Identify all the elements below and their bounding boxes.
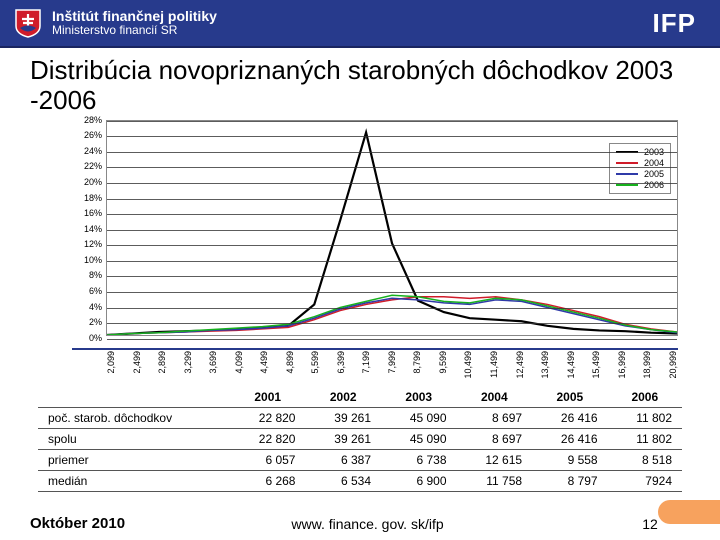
x-axis-labels: 2,099 2,499 2,899 3,299 3,699 4,099 4,499 4,899… (106, 351, 678, 381)
table-col-header: 2005 (532, 387, 608, 408)
header-ministry: Ministerstvo financií SR (52, 24, 217, 38)
x-tick: 4,499 (259, 351, 269, 374)
y-tick: 8% (72, 270, 102, 280)
x-tick: 13,499 (540, 351, 550, 379)
x-tick: 11,499 (489, 351, 499, 378)
x-tick: 7,999 (387, 351, 397, 374)
x-tick: 9,599 (438, 351, 448, 374)
legend-item: 2005 (616, 169, 664, 179)
page-title: Distribúcia novopriznaných starobných dô… (0, 48, 720, 120)
x-tick: 20,999 (668, 351, 678, 379)
table-col-header: 2001 (230, 387, 306, 408)
plot-area: 2003200420052006 (106, 120, 678, 336)
table-col-header: 2004 (457, 387, 533, 408)
x-tick: 4,099 (234, 351, 244, 374)
x-tick: 18,999 (642, 351, 652, 379)
y-tick: 6% (72, 286, 102, 296)
table-row: medián6 2686 5346 90011 7588 7977924 (38, 470, 682, 491)
x-tick: 2,499 (132, 351, 142, 374)
distribution-chart: 2003200420052006 28%26%24%22%20%18%16%14… (72, 120, 678, 350)
y-tick: 24% (72, 146, 102, 156)
table-row: poč. starob. dôchodkov22 82039 26145 090… (38, 407, 682, 428)
footer: Október 2010 www. finance. gov. sk/ifp 1… (0, 515, 720, 532)
y-tick: 20% (72, 177, 102, 187)
y-tick: 18% (72, 193, 102, 203)
legend-item: 2004 (616, 158, 664, 168)
ifp-logo: IFP (653, 8, 696, 39)
header-text: Inštitút finančnej politiky Ministerstvo… (52, 8, 217, 38)
x-tick: 2,099 (106, 351, 116, 374)
table-row: spolu22 82039 26145 0908 69726 41611 802 (38, 428, 682, 449)
x-tick: 12,499 (515, 351, 525, 379)
y-tick: 16% (72, 208, 102, 218)
y-tick: 4% (72, 302, 102, 312)
x-tick: 16,999 (617, 351, 627, 379)
header-institute: Inštitút finančnej politiky (52, 8, 217, 24)
x-tick: 10,499 (463, 351, 473, 379)
y-tick: 22% (72, 161, 102, 171)
x-tick: 7,199 (361, 351, 371, 374)
y-tick: 10% (72, 255, 102, 265)
table-header-row: 200120022003200420052006 (38, 387, 682, 408)
footer-date: Október 2010 (30, 515, 125, 532)
x-tick: 3,699 (208, 351, 218, 374)
data-table: 200120022003200420052006 poč. starob. dô… (38, 387, 682, 492)
x-tick: 15,499 (591, 351, 601, 379)
x-tick: 4,899 (285, 351, 295, 374)
y-tick: 28% (72, 115, 102, 125)
legend-item: 2006 (616, 180, 664, 190)
x-tick: 2,899 (157, 351, 167, 374)
x-tick: 6,399 (336, 351, 346, 374)
table-col-header: 2003 (381, 387, 457, 408)
table-col-header: 2002 (305, 387, 381, 408)
table-row: priemer6 0576 3876 73812 6159 5588 518 (38, 449, 682, 470)
y-tick: 26% (72, 130, 102, 140)
x-tick: 14,499 (566, 351, 576, 379)
y-tick: 2% (72, 317, 102, 327)
slovak-emblem-icon (14, 8, 42, 38)
y-tick: 0% (72, 333, 102, 343)
x-tick: 8,799 (412, 351, 422, 374)
corner-bubble (658, 500, 720, 524)
x-tick: 3,299 (183, 351, 193, 374)
y-tick: 14% (72, 224, 102, 234)
table-col-header (38, 387, 230, 408)
x-tick: 5,599 (310, 351, 320, 374)
footer-url: www. finance. gov. sk/ifp (125, 516, 610, 532)
table-col-header: 2006 (608, 387, 682, 408)
y-tick: 12% (72, 239, 102, 249)
header: Inštitút finančnej politiky Ministerstvo… (0, 0, 720, 48)
